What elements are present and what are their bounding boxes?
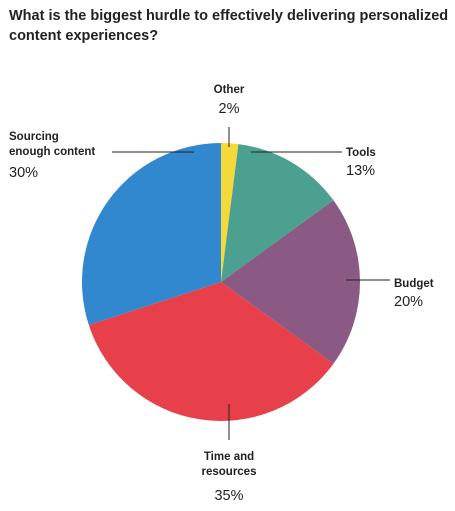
slice-label-sourcing-enough-content: Sourcing enough content — [9, 131, 95, 158]
slice-value-other: 2% — [219, 101, 240, 117]
slice-label-budget: Budget — [394, 278, 434, 290]
slice-label-other: Other — [214, 84, 245, 96]
slice-label-tools: Tools — [346, 147, 376, 159]
pie-slice-tools — [221, 144, 334, 282]
slice-value-tools: 13% — [346, 163, 375, 179]
slice-value-budget: 20% — [394, 294, 423, 310]
slice-label-time-and-resources: Time and resources — [202, 451, 257, 478]
pie-slice-budget — [221, 200, 360, 364]
slice-value-sourcing-enough-content: 30% — [9, 165, 38, 181]
chart-title: What is the biggest hurdle to effectivel… — [9, 8, 449, 44]
slice-value-time-and-resources: 35% — [214, 488, 243, 504]
pie-slice-other — [221, 143, 239, 282]
pie-slice-sourcing-enough-content — [81, 143, 221, 325]
pie-slice-time-and-resources — [88, 282, 334, 421]
